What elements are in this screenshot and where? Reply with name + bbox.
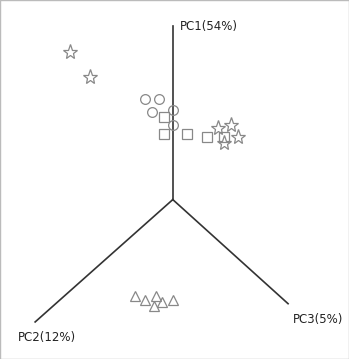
Text: PC2(12%): PC2(12%) <box>18 331 76 344</box>
Text: PC1(54%): PC1(54%) <box>180 20 238 33</box>
Text: PC3(5%): PC3(5%) <box>293 313 344 326</box>
